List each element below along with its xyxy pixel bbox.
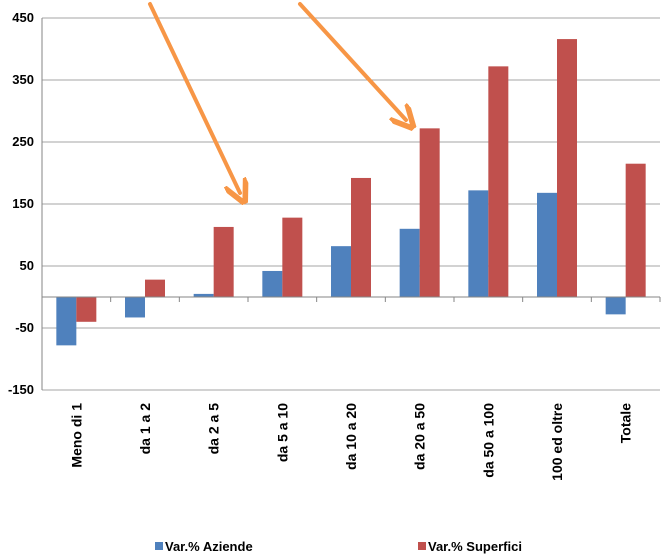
bar-superfici xyxy=(351,177,371,297)
bar-aziende xyxy=(537,192,557,297)
y-tick-label: 50 xyxy=(20,258,34,273)
annotation-arrow xyxy=(298,2,406,120)
bar-superfici xyxy=(213,226,234,297)
legend-label-aziende: Var.% Aziende xyxy=(165,539,253,554)
bar-superfici xyxy=(488,66,509,297)
bar-superfici xyxy=(557,39,577,298)
y-tick-label: -50 xyxy=(15,320,34,335)
bar-aziende xyxy=(262,270,283,297)
x-category-label: da 2 a 5 xyxy=(206,403,222,455)
bar-aziende xyxy=(399,228,420,297)
x-category-label: Meno di 1 xyxy=(68,403,84,468)
x-category-label: da 1 a 2 xyxy=(137,403,153,455)
y-tick-label: -150 xyxy=(8,382,34,397)
x-category-label: 100 ed oltre xyxy=(549,403,565,481)
x-category-label: da 20 a 50 xyxy=(412,403,428,470)
bar-aziende xyxy=(125,297,145,318)
bar-superfici xyxy=(625,163,646,297)
y-tick-label: 250 xyxy=(12,134,34,149)
bar-superfici xyxy=(76,297,97,322)
bar-superfici xyxy=(282,217,303,297)
legend-label-superfici: Var.% Superfici xyxy=(428,539,522,554)
bar-aziende xyxy=(331,246,351,297)
annotation-arrow xyxy=(148,2,240,193)
bar-aziende xyxy=(193,293,214,297)
bar-aziende xyxy=(56,297,77,346)
bar-aziende xyxy=(605,297,626,315)
bar-superfici xyxy=(419,128,440,297)
bar-aziende xyxy=(468,190,489,297)
x-category-label: Totale xyxy=(618,403,634,443)
y-tick-label: 450 xyxy=(12,10,34,25)
y-tick-label: 350 xyxy=(12,72,34,87)
x-category-label: da 10 a 20 xyxy=(343,403,359,470)
bar-superfici xyxy=(145,279,165,297)
legend-swatch-superfici xyxy=(418,542,426,550)
legend-swatch-aziende xyxy=(155,542,163,550)
x-category-label: da 50 a 100 xyxy=(480,403,496,478)
y-tick-label: 150 xyxy=(12,196,34,211)
x-category-label: da 5 a 10 xyxy=(274,403,290,462)
